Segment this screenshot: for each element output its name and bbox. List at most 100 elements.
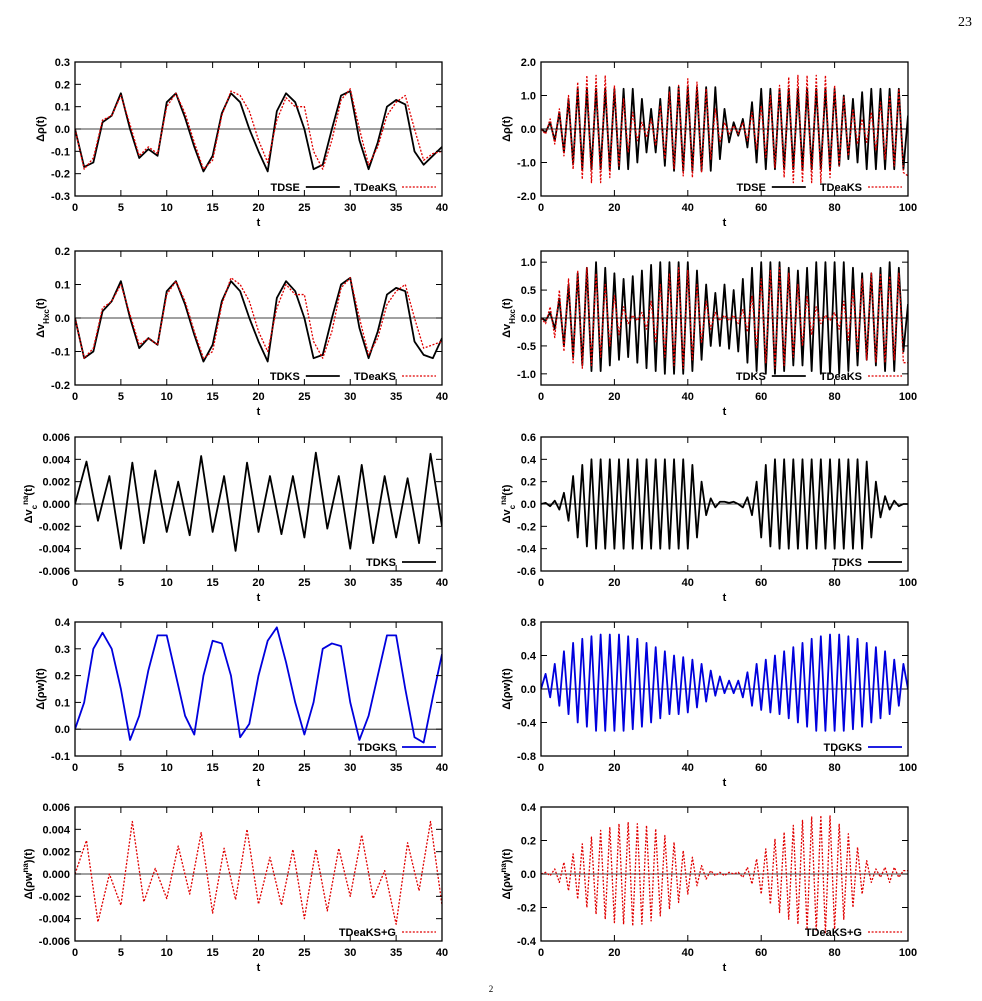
x-tick-label: 100 bbox=[899, 762, 917, 774]
x-tick-label: 40 bbox=[682, 762, 694, 774]
x-tick-label: 15 bbox=[207, 391, 219, 403]
x-tick-label: 25 bbox=[298, 577, 310, 589]
x-tick-label: 25 bbox=[298, 762, 310, 774]
y-tick-label: 0.2 bbox=[55, 79, 70, 91]
y-tick-label: -0.2 bbox=[51, 380, 70, 392]
y-tick-label: -0.4 bbox=[517, 936, 537, 948]
x-tick-label: 20 bbox=[608, 947, 620, 959]
x-tick-label: 40 bbox=[436, 391, 448, 403]
x-tick-label: 40 bbox=[436, 202, 448, 214]
y-tick-label: -0.8 bbox=[517, 751, 536, 763]
x-tick-label: 0 bbox=[72, 577, 78, 589]
y-axis-label-part: Δρ(t) bbox=[35, 116, 47, 142]
x-tick-label: 5 bbox=[118, 391, 124, 403]
y-tick-label: 0.1 bbox=[55, 697, 70, 709]
chart-panel: -0.4 -0.2 0.0 0.2 0.4 0 20 40 60 80 100 t Δ(ρwna)(t)… bbox=[499, 802, 918, 974]
x-tick-label: 15 bbox=[207, 202, 219, 214]
x-tick-label: 0 bbox=[72, 762, 78, 774]
x-tick-label: 40 bbox=[436, 762, 448, 774]
series-line bbox=[75, 276, 442, 363]
y-tick-label: 0.1 bbox=[55, 102, 70, 114]
y-axis-label-part: (t) bbox=[501, 484, 513, 495]
x-tick-label: 20 bbox=[608, 762, 620, 774]
chart-panel: -0.1 0.0 0.1 0.2 0.3 0.4 0 5 10 15 20 25 30 35 40 t Δ(ρw… bbox=[35, 617, 448, 789]
x-tick-label: 30 bbox=[344, 202, 356, 214]
y-axis-label-part: )(t) bbox=[501, 848, 513, 863]
y-tick-label: 0.0 bbox=[55, 313, 70, 325]
y-axis-label: Δvcna(t) bbox=[20, 484, 38, 523]
y-tick-label: -1.0 bbox=[517, 158, 536, 170]
series-line bbox=[541, 458, 908, 550]
chart-panel: -0.3 -0.2 -0.1 0.0 0.1 0.2 0.3 0 5 10 15 20 25 30 35 40… bbox=[35, 57, 448, 229]
series-line bbox=[75, 90, 442, 173]
legend-label: TDeaKS bbox=[820, 371, 862, 383]
x-tick-label: 10 bbox=[161, 762, 173, 774]
x-tick-label: 20 bbox=[608, 202, 620, 214]
y-tick-label: 0.2 bbox=[55, 671, 70, 683]
y-tick-label: 0.0 bbox=[55, 124, 70, 136]
chart-panel: -0.006 -0.004 -0.002 0.000 0.002 0.004 0.006 0 5… bbox=[20, 432, 448, 604]
x-tick-label: 60 bbox=[755, 391, 767, 403]
y-tick-label: 0.4 bbox=[521, 454, 537, 466]
x-axis-label: t bbox=[257, 406, 261, 418]
y-tick-label: 1.0 bbox=[521, 257, 536, 269]
series-line bbox=[541, 814, 908, 934]
y-tick-label: 0.3 bbox=[55, 644, 70, 656]
x-tick-label: 0 bbox=[538, 577, 544, 589]
x-axis-label: t bbox=[723, 777, 727, 789]
y-axis-label: Δρ(t) bbox=[35, 116, 47, 142]
chart-panel: -0.006 -0.004 -0.002 0.000 0.002 0.004 0.006 0 5… bbox=[20, 802, 448, 974]
y-tick-label: 0.004 bbox=[42, 824, 70, 836]
y-tick-label: -0.1 bbox=[51, 347, 70, 359]
y-tick-label: -0.5 bbox=[517, 341, 536, 353]
x-tick-label: 15 bbox=[207, 762, 219, 774]
y-axis-label-part: Δv bbox=[501, 323, 513, 338]
x-tick-label: 60 bbox=[755, 577, 767, 589]
y-axis-label-part: Hxc bbox=[42, 309, 51, 324]
y-axis-label-part: Δv bbox=[35, 323, 47, 338]
x-tick-label: 5 bbox=[118, 762, 124, 774]
y-tick-label: -0.2 bbox=[51, 169, 70, 181]
y-tick-label: -0.002 bbox=[39, 521, 70, 533]
y-axis-label: ΔvHxc(t) bbox=[35, 298, 51, 338]
y-tick-label: 0.000 bbox=[42, 499, 70, 511]
y-tick-label: 0.0 bbox=[521, 313, 536, 325]
x-tick-label: 15 bbox=[207, 577, 219, 589]
y-axis-label-part: na bbox=[499, 863, 508, 873]
y-tick-label: 0.0 bbox=[521, 684, 536, 696]
y-axis-label: ΔvHxc(t) bbox=[501, 298, 517, 338]
y-tick-label: -2.0 bbox=[517, 191, 536, 203]
chart-panel: -0.2 -0.1 0.0 0.1 0.2 0 5 10 15 20 25 30 35 40 t ΔvHxc(… bbox=[35, 246, 448, 418]
x-tick-label: 40 bbox=[682, 202, 694, 214]
y-axis-label-part: )(t) bbox=[23, 848, 35, 863]
y-tick-label: 0.2 bbox=[55, 246, 70, 258]
y-axis-label: Δ(ρwna)(t) bbox=[499, 848, 514, 899]
y-tick-label: 0.8 bbox=[521, 617, 536, 629]
y-tick-label: -0.006 bbox=[39, 936, 70, 948]
y-tick-label: 1.0 bbox=[521, 91, 536, 103]
legend-label: TDeaKS+G bbox=[805, 927, 862, 939]
series-line bbox=[541, 74, 908, 184]
page-number: 23 bbox=[958, 15, 972, 30]
x-tick-label: 20 bbox=[252, 577, 264, 589]
legend-label: TDSE bbox=[270, 182, 299, 194]
y-tick-label: -0.3 bbox=[51, 191, 70, 203]
chart-panel: -0.6 -0.4 -0.2 0.0 0.2 0.4 0.6 0 20 40 60 80 100 t Δvc… bbox=[499, 432, 918, 604]
y-tick-label: 0.002 bbox=[42, 477, 70, 489]
y-axis-label: Δvcna(t) bbox=[499, 484, 517, 523]
x-tick-label: 100 bbox=[899, 202, 917, 214]
legend-label: TDeaKS+G bbox=[339, 927, 396, 939]
y-tick-label: 0.006 bbox=[42, 802, 70, 814]
y-tick-label: 0.6 bbox=[521, 432, 536, 444]
y-tick-label: 0.2 bbox=[521, 477, 536, 489]
y-tick-label: -0.1 bbox=[51, 751, 70, 763]
x-tick-label: 25 bbox=[298, 947, 310, 959]
y-axis-label-part: Δv bbox=[23, 509, 35, 524]
y-axis-label: Δ(ρwna)(t) bbox=[20, 848, 35, 899]
x-tick-label: 35 bbox=[390, 762, 402, 774]
chart-panel: -1.0 -0.5 0.0 0.5 1.0 0 20 40 60 80 100 t ΔvHxc(t) TD… bbox=[501, 250, 917, 418]
y-tick-label: -0.6 bbox=[517, 566, 536, 578]
x-tick-label: 30 bbox=[344, 762, 356, 774]
x-tick-label: 80 bbox=[828, 391, 840, 403]
